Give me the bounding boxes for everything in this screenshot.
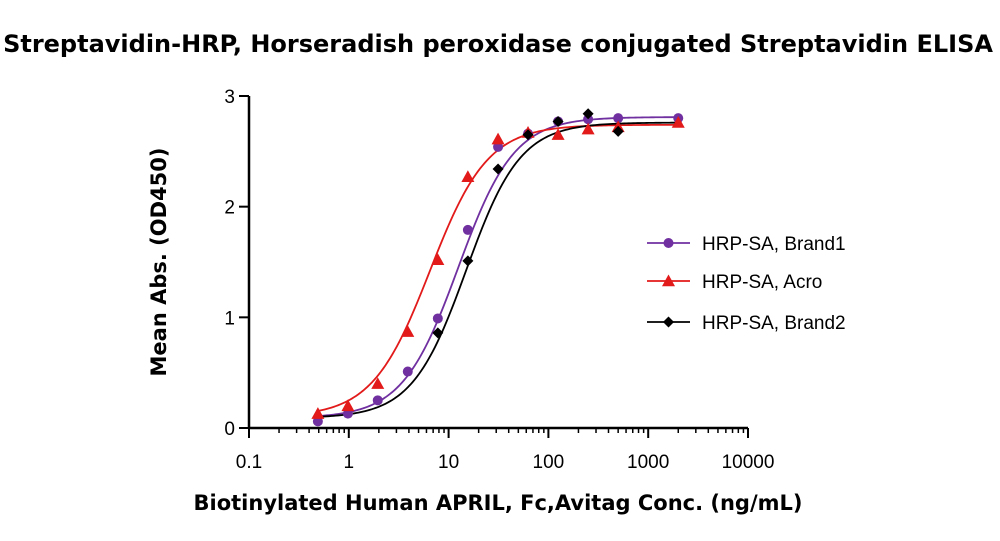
legend-marker [662,274,675,287]
data-point-series-3 [432,327,444,339]
legend: HRP-SA, Brand1 HRP-SA, Acro HRP-SA, Brand2 [647,234,846,334]
data-point-series-3 [582,108,594,120]
data-point-series-1 [372,395,383,406]
data-point-series-2 [431,253,445,265]
data-point-series-1 [402,366,413,377]
x-tick-label: 0.1 [236,452,262,473]
axes: 0.1 1 10 100 1000 10000 0 1 2 3 [224,87,774,473]
data-point-series-1 [342,408,353,419]
data-point-series-2 [581,122,595,135]
data-point-series-2 [551,128,565,140]
data-point-series-2 [491,132,505,145]
data-point-series-3 [612,125,624,137]
legend-label: HRP-SA, Acro [702,272,822,293]
chart-title: Streptavidin-HRP, Horseradish peroxidase… [3,30,993,58]
legend-label: HRP-SA, Brand2 [702,313,846,334]
data-point-series-1 [462,224,473,235]
data-point-series-3 [522,129,534,141]
legend-marker [663,316,674,328]
x-tick-label: 10 [438,452,459,473]
y-tick-label: 2 [224,198,235,219]
y-tick-label: 3 [224,87,235,108]
data-point-series-1 [583,114,594,125]
legend-marker [663,238,674,248]
data-point-series-3 [492,163,504,175]
x-tick-label: 1000 [627,452,669,473]
data-point-series-1 [613,113,624,124]
legend-label: HRP-SA, Brand1 [702,234,846,255]
y-axis-label: Mean Abs. (OD450) [147,148,171,377]
data-point-series-2 [671,116,685,128]
x-axis-label: Biotinylated Human APRIL, Fc,Avitag Conc… [194,491,803,515]
data-point-series-3 [462,255,474,267]
data-point-series-2 [401,325,415,337]
fit-curves [317,116,679,418]
data-point-series-1 [493,141,504,152]
x-tick-label: 100 [533,452,565,473]
x-tick-label: 1 [344,452,355,473]
data-points [311,108,685,427]
x-tick-label: 10000 [722,452,775,473]
data-point-series-1 [432,313,443,324]
data-point-series-2 [311,407,325,419]
data-point-series-3 [552,115,564,127]
fit-curve-1 [317,116,679,417]
data-point-series-2 [341,399,355,412]
y-tick-label: 0 [224,419,235,440]
y-tick-label: 1 [224,308,235,329]
data-point-series-2 [371,377,385,389]
data-point-series-1 [312,416,323,427]
data-point-series-2 [461,170,475,182]
